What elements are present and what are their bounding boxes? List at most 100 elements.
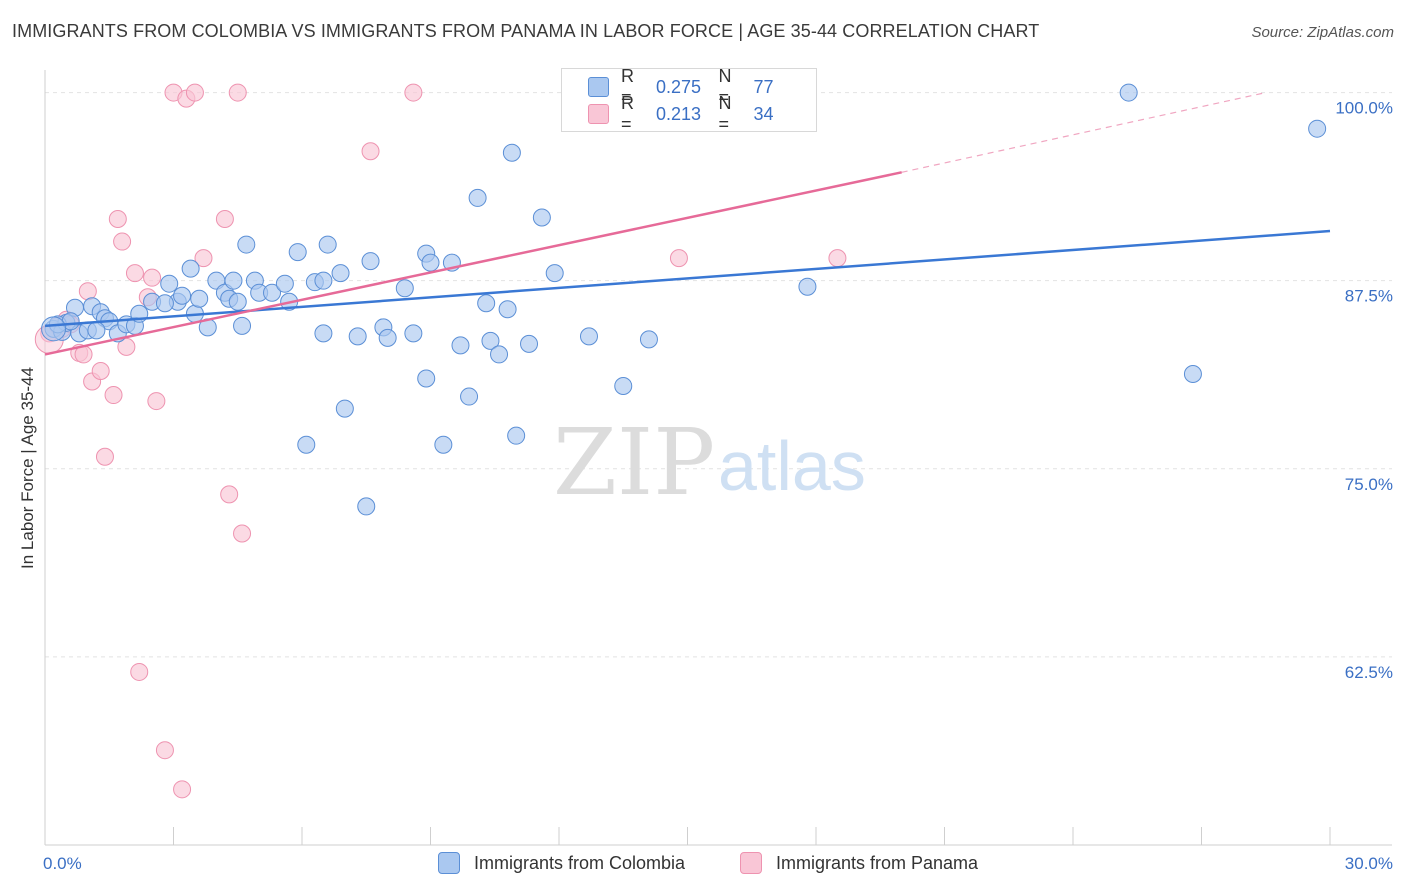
colombia-point <box>275 274 294 293</box>
colombia-point <box>263 283 282 302</box>
colombia-point <box>579 327 598 346</box>
panama-point <box>91 361 110 380</box>
colombia-point <box>460 387 479 406</box>
y-tick-label: 75.0% <box>1345 475 1393 494</box>
series-legend: Immigrants from Colombia Immigrants from… <box>0 852 1406 878</box>
panama-point <box>130 662 149 681</box>
colombia-point <box>639 330 658 349</box>
legend-r-value: 0.213 <box>655 103 701 124</box>
colombia-point <box>477 294 496 313</box>
colombia-point <box>507 426 526 445</box>
legend-row-colombia: R = 0.275 N = 77 <box>588 66 816 107</box>
legend-r-value: 0.275 <box>655 76 701 97</box>
colombia-point <box>498 300 517 319</box>
colombia-point <box>318 235 337 254</box>
colombia-point <box>520 334 539 353</box>
panama-point <box>220 485 239 504</box>
colombia-point <box>468 188 487 207</box>
correlation-legend: R = 0.275 N = 77 R = 0.213 N = 34 <box>561 66 817 134</box>
colombia-point <box>1119 83 1138 102</box>
y-tick-label: 62.5% <box>1345 663 1393 682</box>
colombia-point <box>224 271 243 290</box>
x-tick-label: 30.0% <box>1345 854 1393 873</box>
colombia-point <box>434 435 453 454</box>
colombia-point <box>190 289 209 308</box>
axes <box>44 70 1392 846</box>
colombia-point <box>451 336 470 355</box>
panama-point <box>113 232 132 251</box>
colombia-point <box>481 331 500 350</box>
watermark-atlas: atlas <box>718 427 866 505</box>
legend-r-label: R = <box>620 66 634 107</box>
colombia-point <box>532 208 551 227</box>
y-tick-labels: 62.5% 75.0% 87.5% 100.0% <box>1335 99 1393 682</box>
panama-trend-line <box>44 171 902 356</box>
panama-point <box>173 780 192 799</box>
chart-title: IMMIGRANTS FROM COLOMBIA VS IMMIGRANTS F… <box>12 21 1040 41</box>
legend-n-value: 34 <box>753 103 774 124</box>
panama-point <box>78 282 97 301</box>
watermark-zip: ZIP <box>553 409 715 516</box>
panama-point <box>185 83 204 102</box>
y-tick-label: 100.0% <box>1335 99 1393 118</box>
colombia-point <box>173 286 192 305</box>
panama-point <box>215 209 234 228</box>
colombia-point <box>490 345 509 364</box>
colombia-point <box>545 264 564 283</box>
colombia-point <box>237 235 256 254</box>
grid-lines <box>45 92 1392 658</box>
legend-n-value: 77 <box>753 76 774 97</box>
panama-point <box>194 249 213 268</box>
colombia-point <box>314 271 333 290</box>
colombia-point <box>417 369 436 388</box>
panama-point <box>155 741 174 760</box>
legend-n-label: N = <box>718 66 732 107</box>
legend-swatch-colombia <box>438 852 460 874</box>
colombia-point <box>798 277 817 296</box>
legend-n-label: N = <box>718 93 732 134</box>
legend-swatch-panama <box>740 852 762 874</box>
watermark: ZIP atlas <box>553 409 866 516</box>
colombia-point <box>335 399 354 418</box>
legend-item-colombia[interactable]: Immigrants from Colombia <box>438 852 685 874</box>
panama-point <box>228 83 247 102</box>
legend-swatch-colombia <box>588 77 609 97</box>
panama-trend-extension <box>901 91 1266 173</box>
legend-swatch-panama <box>588 104 609 124</box>
colombia-point <box>361 252 380 271</box>
panama-point <box>95 447 114 466</box>
colombia-point <box>297 435 316 454</box>
colombia-point <box>404 324 423 343</box>
panama-point <box>147 392 166 411</box>
colombia-point <box>614 377 633 396</box>
legend-r-label: R = <box>620 93 634 134</box>
x-tick-labels: 0.0% 30.0% <box>43 854 1393 873</box>
y-axis-title: In Labor Force | Age 35-44 <box>18 367 37 569</box>
colombia-point <box>1183 364 1202 383</box>
colombia-point <box>348 327 367 346</box>
colombia-point <box>181 259 200 278</box>
colombia-point <box>421 253 440 272</box>
panama-point <box>404 83 423 102</box>
y-tick-label: 87.5% <box>1345 287 1393 306</box>
colombia-point <box>331 264 350 283</box>
panama-point <box>104 386 123 405</box>
colombia-point <box>155 294 174 313</box>
panama-point <box>361 142 380 161</box>
panama-point <box>828 249 847 268</box>
x-tick-label: 0.0% <box>43 854 82 873</box>
trend-lines <box>44 91 1331 356</box>
legend-item-panama[interactable]: Immigrants from Panama <box>740 852 978 874</box>
panama-point <box>669 249 688 268</box>
colombia-point <box>228 292 247 311</box>
colombia-point <box>502 143 521 162</box>
legend-row-panama: R = 0.213 N = 34 <box>588 93 816 134</box>
colombia-point <box>160 274 179 293</box>
panama-point <box>233 524 252 543</box>
legend-label-panama: Immigrants from Panama <box>776 852 979 873</box>
source-label: Source: ZipAtlas.com <box>1251 24 1394 41</box>
colombia-point <box>378 328 397 347</box>
colombia-point <box>314 324 333 343</box>
colombia-point <box>288 243 307 262</box>
